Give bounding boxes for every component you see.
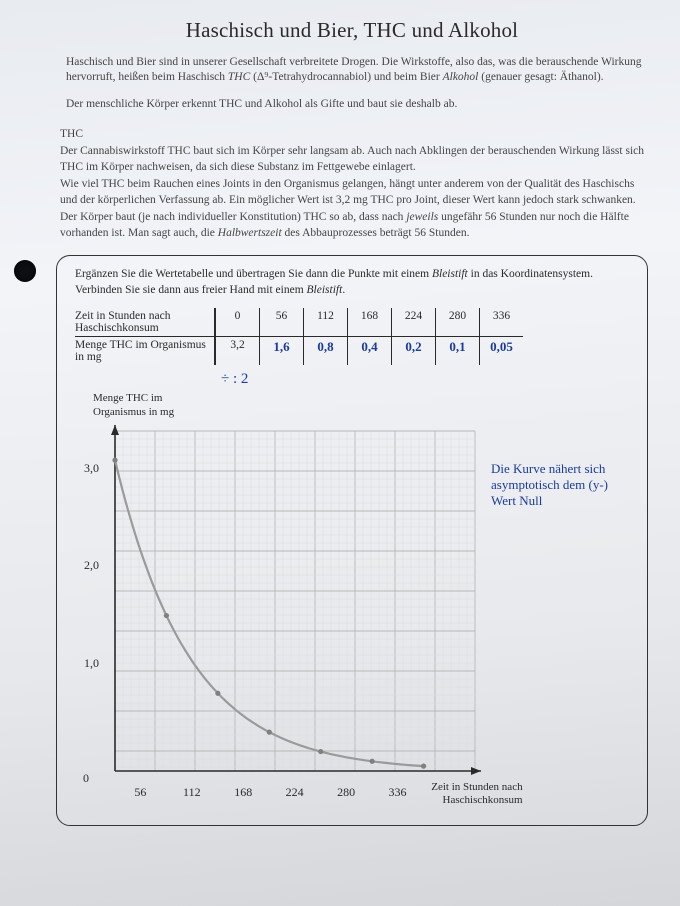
- chart-y-ticks: 3,0 2,0 1,0: [71, 421, 105, 761]
- intro-p2: Der menschliche Körper erkennt THC und A…: [66, 97, 642, 113]
- chart-x-ticks: 56112168224280336: [115, 785, 424, 800]
- table-row-header-time: Zeit in Stunden nach Haschischkonsum: [75, 308, 215, 337]
- x-tick-label: 280: [320, 785, 371, 800]
- table-cell: 168: [347, 308, 391, 337]
- x-tick-label: 336: [372, 785, 423, 800]
- division-annotation: ÷ : 2: [221, 371, 633, 388]
- table-cell-handwritten: 0,8: [303, 337, 347, 365]
- x-tick-label: 224: [269, 785, 320, 800]
- worksheet-page: Haschisch und Bier, THC und Alkohol Hasc…: [0, 0, 680, 906]
- intro-block: Haschisch und Bier sind in unserer Gesel…: [66, 55, 642, 113]
- table-cell: 112: [303, 308, 347, 337]
- y-tick-label: 3,0: [84, 461, 99, 476]
- table-cell: 56: [259, 308, 303, 337]
- table-cell: 0: [215, 308, 259, 337]
- thc-p3: Der Körper baut (je nach individueller K…: [60, 210, 648, 241]
- thc-section: THC Der Cannabiswirkstoff THC baut sich …: [56, 127, 648, 242]
- table-cell: 280: [435, 308, 479, 337]
- table-cell: 3,2: [215, 337, 259, 365]
- thc-p1: Der Cannabiswirkstoff THC baut sich im K…: [60, 144, 648, 175]
- table-row-header-amount: Menge THC im Organismus in mg: [75, 337, 215, 365]
- chart-y-label: Menge THC imOrganismus in mg: [93, 392, 633, 418]
- chart: Menge THC imOrganismus in mg 3,0 2,0 1,0 D…: [71, 392, 633, 807]
- table-cell: 336: [479, 308, 523, 337]
- chart-x-label: Zeit in Stunden nachHaschischkonsum: [431, 781, 522, 807]
- page-title: Haschisch und Bier, THC und Alkohol: [56, 18, 648, 43]
- handwritten-annotation: Die Kurve nähert sich asymptotisch dem (…: [491, 461, 621, 510]
- x-tick-label: 112: [166, 785, 217, 800]
- section-label: THC: [60, 127, 648, 143]
- table-cell-handwritten: 0,4: [347, 337, 391, 365]
- chart-svg: [105, 421, 485, 781]
- punch-hole: [14, 260, 36, 282]
- table-cell-handwritten: 0,1: [435, 337, 479, 365]
- thc-p2: Wie viel THC beim Rauchen eines Joints i…: [60, 177, 648, 208]
- task-box: Ergänzen Sie die Wertetabelle und übertr…: [56, 255, 648, 826]
- task-instruction: Ergänzen Sie die Wertetabelle und übertr…: [75, 266, 633, 298]
- x-tick-label: 56: [115, 785, 166, 800]
- y-tick-label: 2,0: [84, 558, 99, 573]
- table-cell: 224: [391, 308, 435, 337]
- y-tick-label: 1,0: [84, 656, 99, 671]
- table-cell-handwritten: 0,2: [391, 337, 435, 365]
- intro-p1: Haschisch und Bier sind in unserer Gesel…: [66, 55, 642, 86]
- data-table: Zeit in Stunden nach Haschischkonsum 0 5…: [75, 308, 633, 365]
- table-cell-handwritten: 0,05: [479, 337, 523, 365]
- chart-origin-label: 0: [83, 771, 89, 786]
- x-tick-label: 168: [218, 785, 269, 800]
- table-cell-handwritten: 1,6: [259, 337, 303, 365]
